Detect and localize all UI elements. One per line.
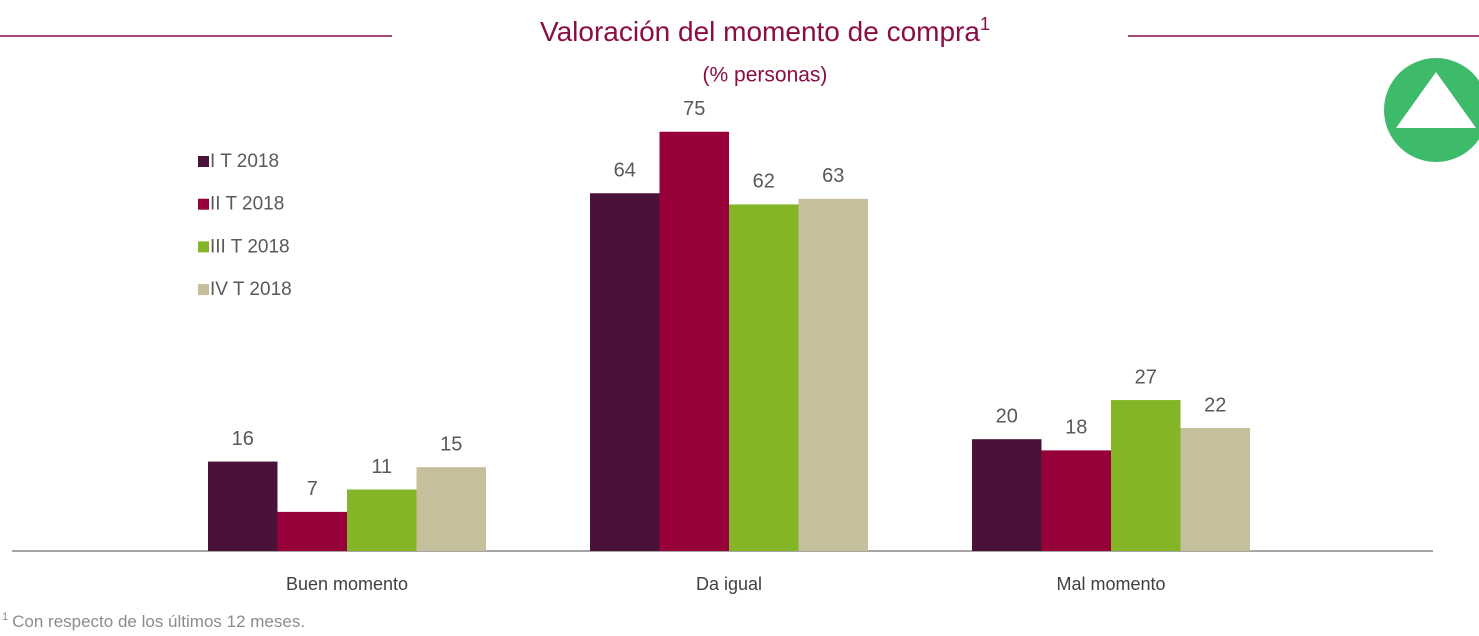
bar: [1180, 428, 1250, 551]
legend-swatch: [198, 198, 209, 210]
bar: [1111, 400, 1181, 551]
chart-title: Valoración del momento de compra1: [540, 14, 990, 48]
bar: [1041, 450, 1111, 551]
legend-swatch: [198, 156, 209, 167]
data-label: 63: [822, 165, 844, 187]
legend-swatch: [198, 284, 209, 296]
chart-subtitle: (% personas): [703, 64, 828, 87]
bar: [208, 461, 278, 551]
x-tick-label: Mal momento: [1056, 574, 1165, 594]
data-label: 75: [683, 98, 705, 120]
footnote: 1 Con respecto de los últimos 12 meses.: [2, 611, 305, 632]
legend-label: IV T 2018: [210, 279, 292, 300]
bar: [972, 439, 1042, 551]
legend-swatch: [198, 241, 209, 253]
legend-label: II T 2018: [210, 194, 284, 215]
title-superscript: 1: [980, 14, 990, 34]
footnote-marker: 1: [2, 611, 8, 623]
data-label: 16: [232, 428, 254, 450]
data-label: 7: [307, 478, 318, 500]
data-label: 20: [996, 405, 1018, 427]
data-label: 62: [753, 171, 775, 193]
footnote-text: Con respecto de los últimos 12 meses.: [12, 612, 305, 631]
bar: [659, 131, 729, 551]
bar: [416, 467, 486, 551]
data-label: 11: [371, 456, 392, 478]
data-label: 22: [1204, 394, 1226, 416]
bar: [347, 489, 417, 551]
x-tick-label: Buen momento: [286, 574, 408, 594]
trend-arrow: [1396, 72, 1476, 128]
bar: [590, 193, 660, 552]
title-text: Valoración del momento de compra: [540, 16, 980, 47]
bar: [729, 204, 799, 552]
bar: [277, 511, 347, 551]
legend-label: III T 2018: [210, 236, 290, 257]
data-label: 15: [440, 433, 462, 455]
bar: [798, 198, 868, 551]
data-label: 27: [1135, 366, 1157, 388]
data-label: 18: [1065, 417, 1087, 439]
x-tick-label: Da igual: [696, 574, 762, 594]
data-label: 64: [614, 160, 636, 182]
legend-label: I T 2018: [210, 151, 279, 172]
